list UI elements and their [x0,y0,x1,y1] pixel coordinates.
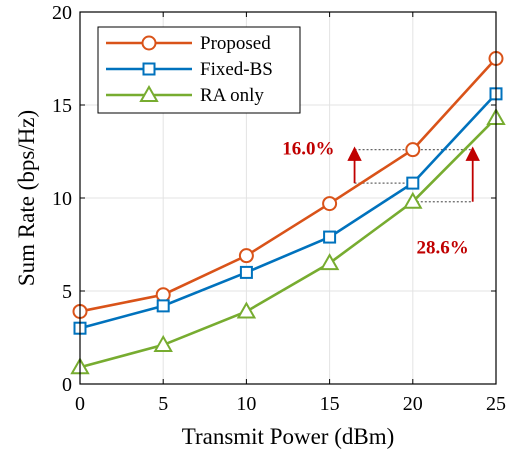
x-tick-label: 0 [75,393,85,415]
y-tick-label: 5 [62,281,72,303]
x-tick-label: 5 [158,393,168,415]
legend-marker [139,84,159,102]
series-line-ra-only [79,117,497,369]
data-point-ra-only [236,301,257,319]
data-point-proposed [405,142,421,158]
data-point-fixed-bs [156,299,170,313]
legend-label: Fixed-BS [200,59,273,80]
series-layer [70,51,506,375]
y-axis-title: Sum Rate (bps/Hz) [14,110,39,286]
data-point-proposed [238,248,254,264]
legend-label: Proposed [200,33,271,54]
y-tick-label: 20 [52,2,72,24]
y-tick-label: 0 [62,374,72,396]
x-tick-label: 20 [403,393,423,415]
data-point-fixed-bs [239,265,253,279]
x-axis-title: Transmit Power (dBm) [182,424,395,449]
series-line-proposed [79,57,497,313]
legend-label: RA only [200,85,264,106]
legend-item-proposed: Proposed [106,33,271,54]
data-point-proposed [322,196,338,212]
series-line-fixed-bs [79,92,497,330]
legend-marker [142,62,156,76]
y-tick-label: 10 [52,188,72,210]
series-fixed-bs [73,87,503,335]
data-point-fixed-bs [323,230,337,244]
legend-marker [141,35,157,51]
ticks: 0 5 10 15 20 25 0 5 10 15 20 [52,2,506,415]
annotation-label: 28.6% [416,238,468,259]
legend: Proposed Fixed-BS RA only [97,26,301,114]
legend-item-fixed-bs: Fixed-BS [106,59,273,80]
x-tick-label: 15 [320,393,340,415]
data-point-proposed [155,287,171,303]
annotation-label: 16.0% [282,138,334,159]
data-point-ra-only [403,191,423,209]
x-tick-label: 10 [236,393,256,415]
series-proposed [72,51,504,319]
legend-item-ra-only: RA only [106,84,264,106]
data-point-ra-only [153,334,173,352]
data-point-ra-only [319,253,340,271]
x-tick-label: 25 [486,393,506,415]
data-point-fixed-bs [406,176,420,190]
annotations: 16.0% 28.6% [282,138,480,259]
y-tick-label: 15 [52,95,72,117]
